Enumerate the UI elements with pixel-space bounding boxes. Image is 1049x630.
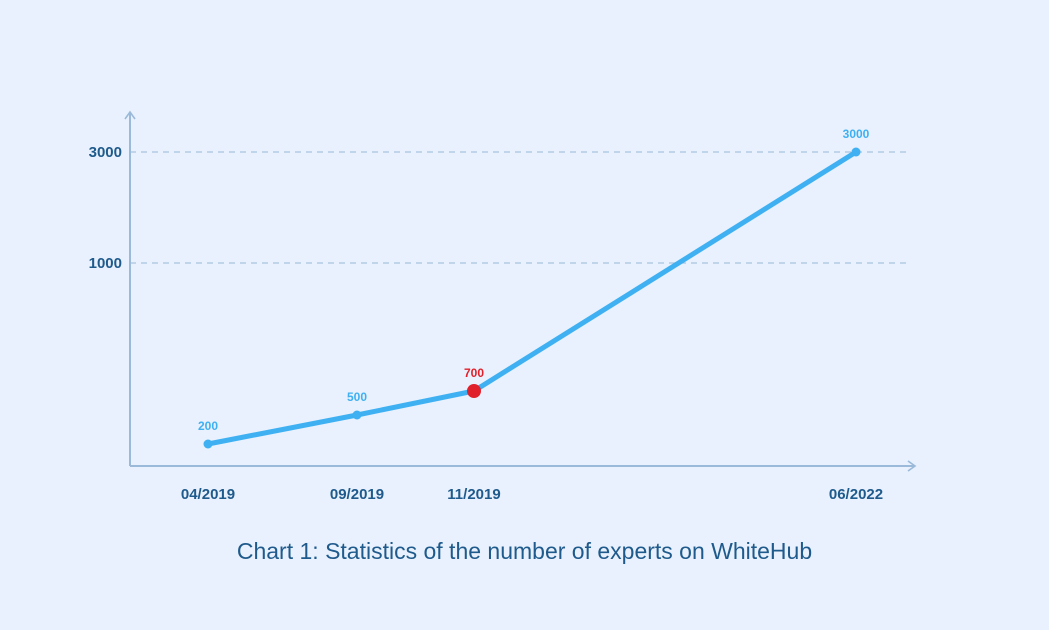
data-label: 500 [347,390,367,404]
data-point [203,439,213,449]
y-tick-label-3000: 3000 [89,144,122,161]
data-point [851,147,861,157]
data-label: 3000 [843,127,870,141]
x-tick-label-09-2019: 09/2019 [330,486,384,503]
x-axis-arrow-icon [907,460,917,472]
data-label: 200 [198,419,218,433]
chart-title: Chart 1: Statistics of the number of exp… [236,538,813,564]
series-line [205,149,859,447]
x-tick-label-11-2019: 11/2019 [447,486,500,503]
y-axis-arrow-icon [124,110,136,120]
data-label: 700 [464,366,484,380]
x-tick-label-06-2022: 06/2022 [829,486,883,503]
highlighted-data-point [467,384,481,398]
line-chart: 1000 3000 04/2019 09/2019 11/2019 06/2022 200 5… [89,110,917,503]
x-tick-label-04-2019: 04/2019 [181,486,235,503]
y-tick-label-1000: 1000 [89,255,122,272]
data-point [352,410,362,420]
